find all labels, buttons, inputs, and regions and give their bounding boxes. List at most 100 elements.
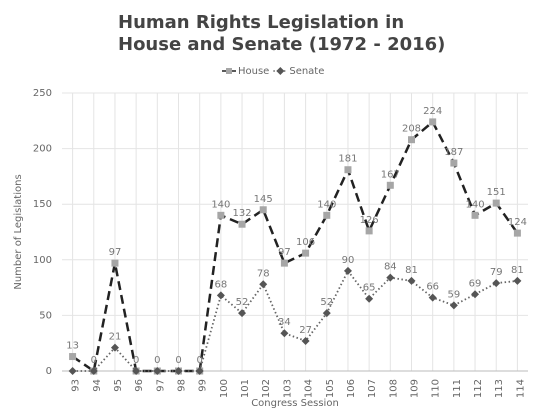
data-label: 34 [278,317,291,328]
data-label: 68 [214,279,227,290]
senate-marker [153,367,162,375]
data-label: 0 [133,355,139,366]
y-tick-label: 100 [33,255,52,266]
senate-marker [471,290,480,299]
senate-marker [280,329,289,338]
data-label: 97 [278,247,291,258]
data-label: 84 [384,262,397,273]
x-tick-label: 98 [177,379,188,392]
senate-marker [428,293,437,302]
x-tick-label: 108 [388,379,399,398]
data-label: 140 [465,199,484,210]
data-label: 124 [508,217,527,228]
senate-marker [195,367,204,375]
x-tick-label: 111 [452,379,463,398]
house-marker [429,118,437,126]
x-tick-label: 96 [134,379,145,392]
house-marker [302,249,310,257]
house-marker [365,227,373,235]
house-marker [408,136,415,144]
x-tick-label: 99 [198,379,209,392]
data-label: 13 [66,341,79,352]
house-line [71,119,519,374]
data-label: 59 [447,289,460,300]
data-label: 27 [299,325,312,336]
senate-marker [110,343,119,352]
data-label: 65 [363,283,376,294]
x-tick-label: 112 [473,379,484,398]
senate-marker [492,279,501,288]
house-marker [344,166,352,174]
x-tick-label: 109 [410,379,421,398]
data-label: 208 [402,124,421,135]
y-tick-label: 50 [39,310,52,321]
house-marker [450,159,458,167]
data-label: 78 [257,268,270,279]
x-tick-label: 107 [367,379,378,398]
data-label: 90 [342,255,355,266]
y-tick-label: 0 [46,366,52,377]
legend-marker [276,67,285,75]
house-marker [471,211,479,219]
x-tick-label: 97 [155,379,166,392]
chart-title: Human Rights Legislation in [118,12,404,33]
senate-marker [513,276,522,285]
house-marker [238,220,246,228]
house-marker [386,181,394,189]
senate-marker [386,273,395,282]
senate-marker [407,276,416,285]
y-tick-label: 150 [33,199,52,210]
data-label: 52 [320,297,333,308]
house-marker [259,206,267,214]
data-label: 224 [423,106,442,117]
house-marker [492,199,500,207]
senate-marker [301,336,310,345]
legend-label: Senate [289,66,324,77]
data-label: 52 [236,297,249,308]
data-label: 181 [338,154,357,165]
senate-marker [259,280,268,289]
data-label: 0 [91,355,97,366]
x-tick-label: 101 [240,379,251,398]
x-tick-label: 100 [219,379,230,398]
house-marker [323,211,331,219]
x-tick-label: 102 [261,379,272,398]
senate-marker [89,367,98,375]
data-label: 66 [426,282,439,293]
data-label: 167 [381,169,400,180]
senate-marker [68,367,77,375]
x-tick-label: 105 [325,379,336,398]
data-label: 79 [490,267,503,278]
house-marker [69,353,77,361]
data-label: 0 [175,355,181,366]
house-marker [111,259,119,267]
x-tick-label: 103 [282,379,293,398]
x-tick-label: 95 [113,379,124,392]
senate-marker [216,291,225,300]
senate-marker [238,309,247,318]
house-marker [217,211,225,219]
y-tick-label: 250 [33,88,52,99]
data-label: 132 [232,208,251,219]
data-label: 145 [254,194,273,205]
legend-label: House [238,66,269,77]
data-label: 81 [405,265,418,276]
data-label: 81 [511,265,524,276]
data-label: 21 [109,332,122,343]
x-tick-label: 106 [346,379,357,398]
house-marker [513,229,521,237]
x-tick-label: 113 [494,379,505,398]
house-marker [280,259,288,267]
chart-title: House and Senate (1972 - 2016) [118,34,445,55]
senate-line [72,269,518,372]
data-label: 69 [469,278,482,289]
x-axis-label: Congress Session [251,398,339,409]
senate-marker [322,309,331,318]
senate-marker [132,367,141,375]
data-label: 151 [487,187,506,198]
data-label: 187 [444,147,463,158]
senate-marker [365,294,374,303]
senate-marker [174,367,183,375]
data-label: 0 [154,355,160,366]
